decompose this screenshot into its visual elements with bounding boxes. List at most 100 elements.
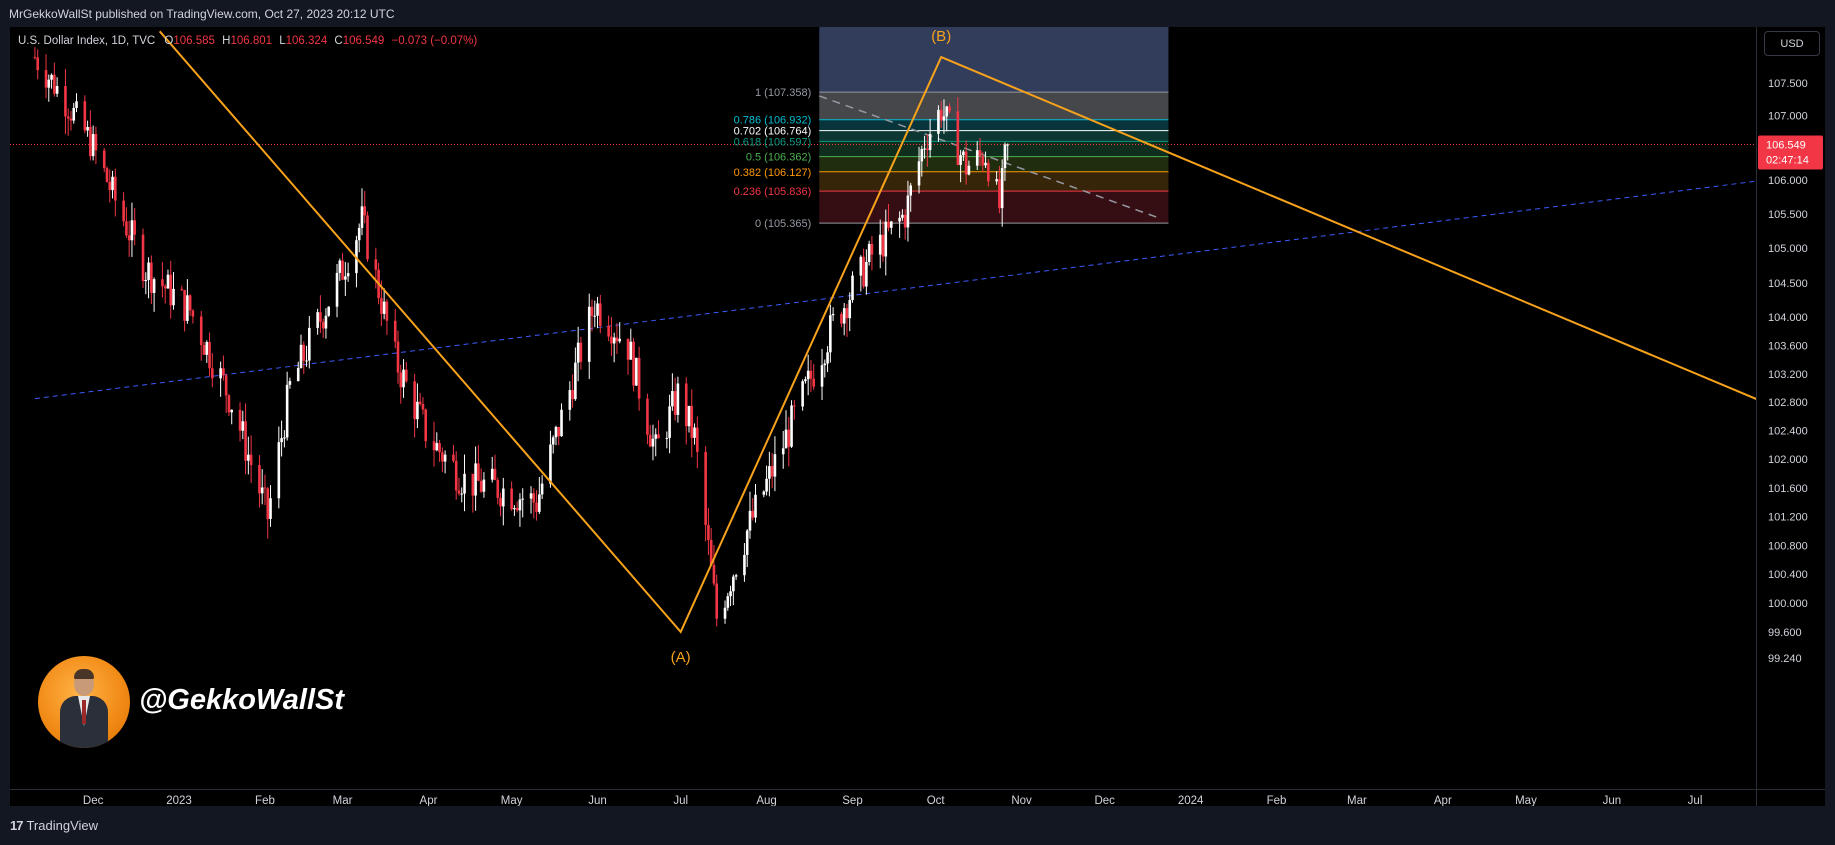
candle — [482, 472, 486, 498]
candle-body — [673, 391, 677, 415]
price-axis-tick: 103.600 — [1768, 340, 1808, 352]
candle — [402, 359, 405, 398]
watermark-handle: @GekkoWallSt — [139, 684, 345, 716]
candle-body — [781, 448, 785, 455]
candle — [258, 455, 261, 508]
candle — [83, 95, 87, 134]
candle — [704, 446, 707, 542]
candle — [887, 204, 890, 232]
candle — [715, 574, 719, 627]
candle — [632, 338, 635, 392]
candle — [831, 307, 835, 321]
candle-body — [518, 499, 522, 511]
candle-body — [715, 583, 719, 619]
candle — [926, 134, 929, 167]
candle-body — [793, 405, 796, 407]
candle — [308, 316, 311, 369]
candle-body — [44, 70, 48, 88]
candle — [806, 354, 810, 396]
legend-low-value: 106.324 — [285, 35, 328, 47]
candle-body — [712, 565, 716, 584]
candle-body — [987, 162, 990, 182]
candle — [150, 255, 153, 305]
candle-body — [111, 176, 114, 191]
candle-body — [299, 344, 303, 368]
candle-body — [1000, 168, 1004, 209]
candle-body — [152, 279, 156, 293]
candle — [382, 288, 386, 320]
candle-body — [208, 341, 211, 369]
candle — [809, 360, 813, 393]
candle-body — [247, 454, 250, 461]
candle — [607, 315, 610, 342]
fib-level-label-0.5: 0.5 (106.362) — [746, 152, 811, 164]
candle — [147, 257, 150, 299]
candle-body — [909, 185, 913, 196]
candle-body — [211, 368, 214, 379]
candle — [222, 355, 225, 381]
candle — [202, 341, 206, 355]
price-axis-tick: 103.200 — [1768, 369, 1808, 381]
candle — [490, 456, 494, 483]
candle-body — [906, 195, 910, 228]
candle-body — [269, 498, 272, 519]
candle — [773, 436, 777, 492]
candle-body — [762, 491, 766, 495]
candle — [108, 169, 112, 203]
currency-button[interactable]: USD — [1764, 31, 1820, 56]
tradingview-logo[interactable]: 17 TradingView — [10, 818, 98, 833]
candle — [665, 431, 669, 449]
candle — [457, 477, 461, 496]
candle-body — [862, 256, 865, 287]
candle-body — [327, 306, 331, 316]
candle-body — [144, 279, 148, 282]
candle-body — [105, 168, 109, 182]
candle-body — [258, 465, 261, 494]
published-header: MrGekkoWallSt published on TradingView.c… — [0, 0, 1835, 26]
candle-body — [840, 313, 843, 324]
candle-body — [967, 165, 971, 175]
legend-high-label: H — [222, 35, 231, 47]
candle-body — [55, 86, 59, 94]
candle-body — [903, 214, 907, 228]
candle-body — [219, 368, 222, 379]
candle — [186, 279, 189, 324]
candle — [576, 326, 580, 382]
candle-body — [770, 466, 774, 477]
candle — [133, 208, 137, 246]
candle — [36, 49, 40, 80]
candle — [693, 423, 696, 445]
fib-level-label-0.382: 0.382 (106.127) — [734, 167, 812, 179]
candle-body — [748, 510, 752, 531]
candle — [341, 252, 344, 281]
candle-body — [64, 86, 67, 117]
candle-body — [241, 421, 245, 431]
candle-body — [180, 288, 184, 291]
price-chart[interactable]: 1 (107.358) 0.786 (106.932)0.702 (106.764… — [10, 27, 1825, 806]
candle-body — [249, 454, 253, 466]
candle — [471, 473, 475, 513]
legend-symbol[interactable]: U.S. Dollar Index, 1D, TVC — [18, 35, 156, 47]
candle-body — [576, 342, 580, 363]
candle-body — [227, 395, 231, 413]
chart-area[interactable]: 1 (107.358) 0.786 (106.932) 0.702 (106.764… — [10, 27, 1825, 806]
candle-body — [33, 57, 37, 59]
time-axis-tick: Feb — [255, 795, 275, 806]
candle — [959, 149, 962, 183]
candle — [901, 209, 904, 221]
time-axis-tick: Nov — [1011, 795, 1032, 806]
time-axis-tick: Dec — [1094, 795, 1115, 806]
candle — [593, 300, 597, 328]
candle-body — [438, 443, 441, 453]
candle — [521, 488, 525, 518]
candle — [86, 120, 89, 137]
candle — [723, 600, 727, 624]
candle — [94, 126, 98, 165]
candle — [396, 330, 400, 384]
candle — [269, 485, 272, 527]
chart-legend[interactable]: U.S. Dollar Index, 1D, TVC O106.585 H106… — [18, 35, 477, 47]
candle-body — [998, 179, 1001, 209]
candle — [413, 373, 416, 438]
candle — [790, 400, 793, 448]
candle — [859, 255, 863, 292]
